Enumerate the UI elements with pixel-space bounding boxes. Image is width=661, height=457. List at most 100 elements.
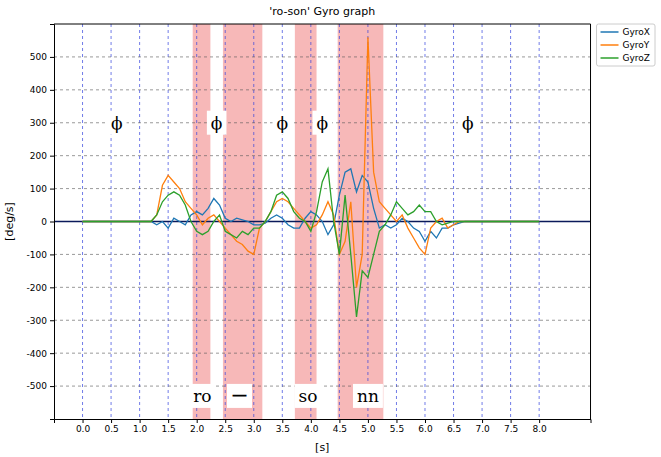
y-tick-label: 200 (30, 151, 47, 161)
y-tick: -200 (27, 283, 54, 293)
grid-line-y (54, 320, 591, 321)
annotation-text: ϕ (211, 113, 223, 133)
x-tick-label: 4.5 (333, 424, 347, 434)
y-tick-mark (50, 287, 54, 288)
x-axis: 0.00.51.01.52.02.53.03.54.04.55.05.56.06… (55, 419, 592, 434)
x-tick-label: 2.5 (219, 424, 233, 434)
annotation-patch (353, 384, 383, 408)
annotation-text: nn (357, 386, 379, 406)
grid-line-y (54, 386, 591, 387)
grid-line-y (54, 287, 591, 288)
annotation: ϕ (312, 111, 332, 135)
x-tick-mark (254, 419, 255, 423)
annotation-patch (189, 384, 215, 408)
annotation: ϕ (273, 111, 293, 135)
annotation-patch (273, 111, 293, 135)
y-tick: 300 (30, 118, 54, 128)
x-tick-mark (197, 419, 198, 423)
annotation: ϕ (107, 111, 127, 135)
x-tick-mark (282, 419, 283, 423)
legend: GyroXGyroYGyroZ (597, 24, 655, 66)
y-tick-label: 0 (41, 217, 47, 227)
x-tick: 3.5 (276, 419, 290, 434)
x-tick-mark (396, 419, 397, 423)
x-axis-title: [s] (315, 441, 329, 454)
annotation: ー (227, 384, 252, 408)
x-tick: 7.5 (504, 419, 518, 434)
y-tick-mark (50, 189, 54, 190)
x-tick-mark (454, 419, 455, 423)
annotation: nn (353, 384, 383, 408)
x-tick-label: 7.5 (504, 424, 518, 434)
legend-box (597, 24, 655, 66)
x-tick: 6.0 (418, 419, 433, 434)
y-tick: 100 (30, 184, 54, 194)
x-tick-label: 5.0 (361, 424, 376, 434)
y-tick: -500 (27, 381, 54, 391)
x-tick: 8.0 (532, 419, 547, 434)
grid-line-y (54, 155, 591, 156)
y-tick-mark (50, 353, 54, 354)
annotation-text: ro (193, 386, 211, 406)
y-tick: 500 (30, 52, 54, 62)
frame (590, 24, 591, 419)
title: 'ro-son' Gyro graph (269, 5, 375, 18)
annotation-text: ϕ (111, 113, 123, 133)
y-tick: 200 (30, 151, 54, 161)
legend-label: GyroY (623, 40, 650, 50)
legend-swatch (601, 31, 619, 33)
x-tick-label: 0.5 (104, 424, 118, 434)
x-tick-label: 1.5 (161, 424, 175, 434)
legend-swatch (601, 57, 619, 59)
annotation-text: ϕ (277, 113, 289, 133)
x-tick-mark (140, 419, 141, 423)
y-tick-label: -300 (27, 316, 48, 326)
x-tick-label: 6.0 (418, 424, 433, 434)
x-tick: 3.0 (247, 419, 262, 434)
x-tick-label: 5.5 (390, 424, 404, 434)
chart: 0.00.51.01.52.02.53.03.54.04.55.05.56.06… (0, 0, 661, 457)
plot: 0.00.51.01.52.02.53.03.54.04.55.05.56.06… (27, 24, 591, 434)
plot-area (54, 24, 591, 419)
y-tick-label: 400 (30, 85, 47, 95)
x-tick: 4.5 (333, 419, 347, 434)
x-tick-mark (311, 419, 312, 423)
annotation-text: so (299, 386, 318, 406)
legend-swatch (601, 44, 619, 46)
y-tick-mark (50, 156, 54, 157)
x-tick: 6.5 (447, 419, 461, 434)
y-tick: 0 (41, 217, 54, 227)
x-tick: 1.5 (161, 419, 175, 434)
x-tick-mark (83, 419, 84, 423)
annotation-patch (458, 111, 478, 135)
x-tick: 4.0 (304, 419, 319, 434)
frame (54, 24, 591, 25)
y-tick: 400 (30, 85, 54, 95)
y-axis-title: [deg/s] (3, 202, 16, 241)
y-axis: -500-400-300-200-1000100200300400500 (27, 25, 55, 420)
x-tick: 5.5 (390, 419, 404, 434)
x-tick-label: 1.0 (133, 424, 148, 434)
x-tick-mark (111, 419, 112, 423)
y-axis-line (50, 25, 55, 420)
y-tick-label: -500 (27, 381, 48, 391)
annotation-patch (295, 384, 322, 408)
annotation-text: ϕ (462, 113, 474, 133)
annotation-patch (107, 111, 127, 135)
y-tick-mark (50, 90, 54, 91)
grid-line-y (54, 56, 591, 57)
x-tick-mark (368, 419, 369, 423)
annotation-text: ー (231, 386, 248, 406)
annotation-patch (312, 111, 332, 135)
y-tick: -300 (27, 316, 54, 326)
y-tick-mark (50, 320, 54, 321)
x-tick-mark (511, 419, 512, 423)
x-tick-mark (168, 419, 169, 423)
x-tick-label: 3.0 (247, 424, 262, 434)
x-tick: 7.0 (475, 419, 490, 434)
y-tick-label: -100 (27, 250, 48, 260)
y-tick-label: 300 (30, 118, 47, 128)
annotation: so (295, 384, 322, 408)
grid-line-y (54, 89, 591, 90)
y-tick: -100 (27, 250, 54, 260)
